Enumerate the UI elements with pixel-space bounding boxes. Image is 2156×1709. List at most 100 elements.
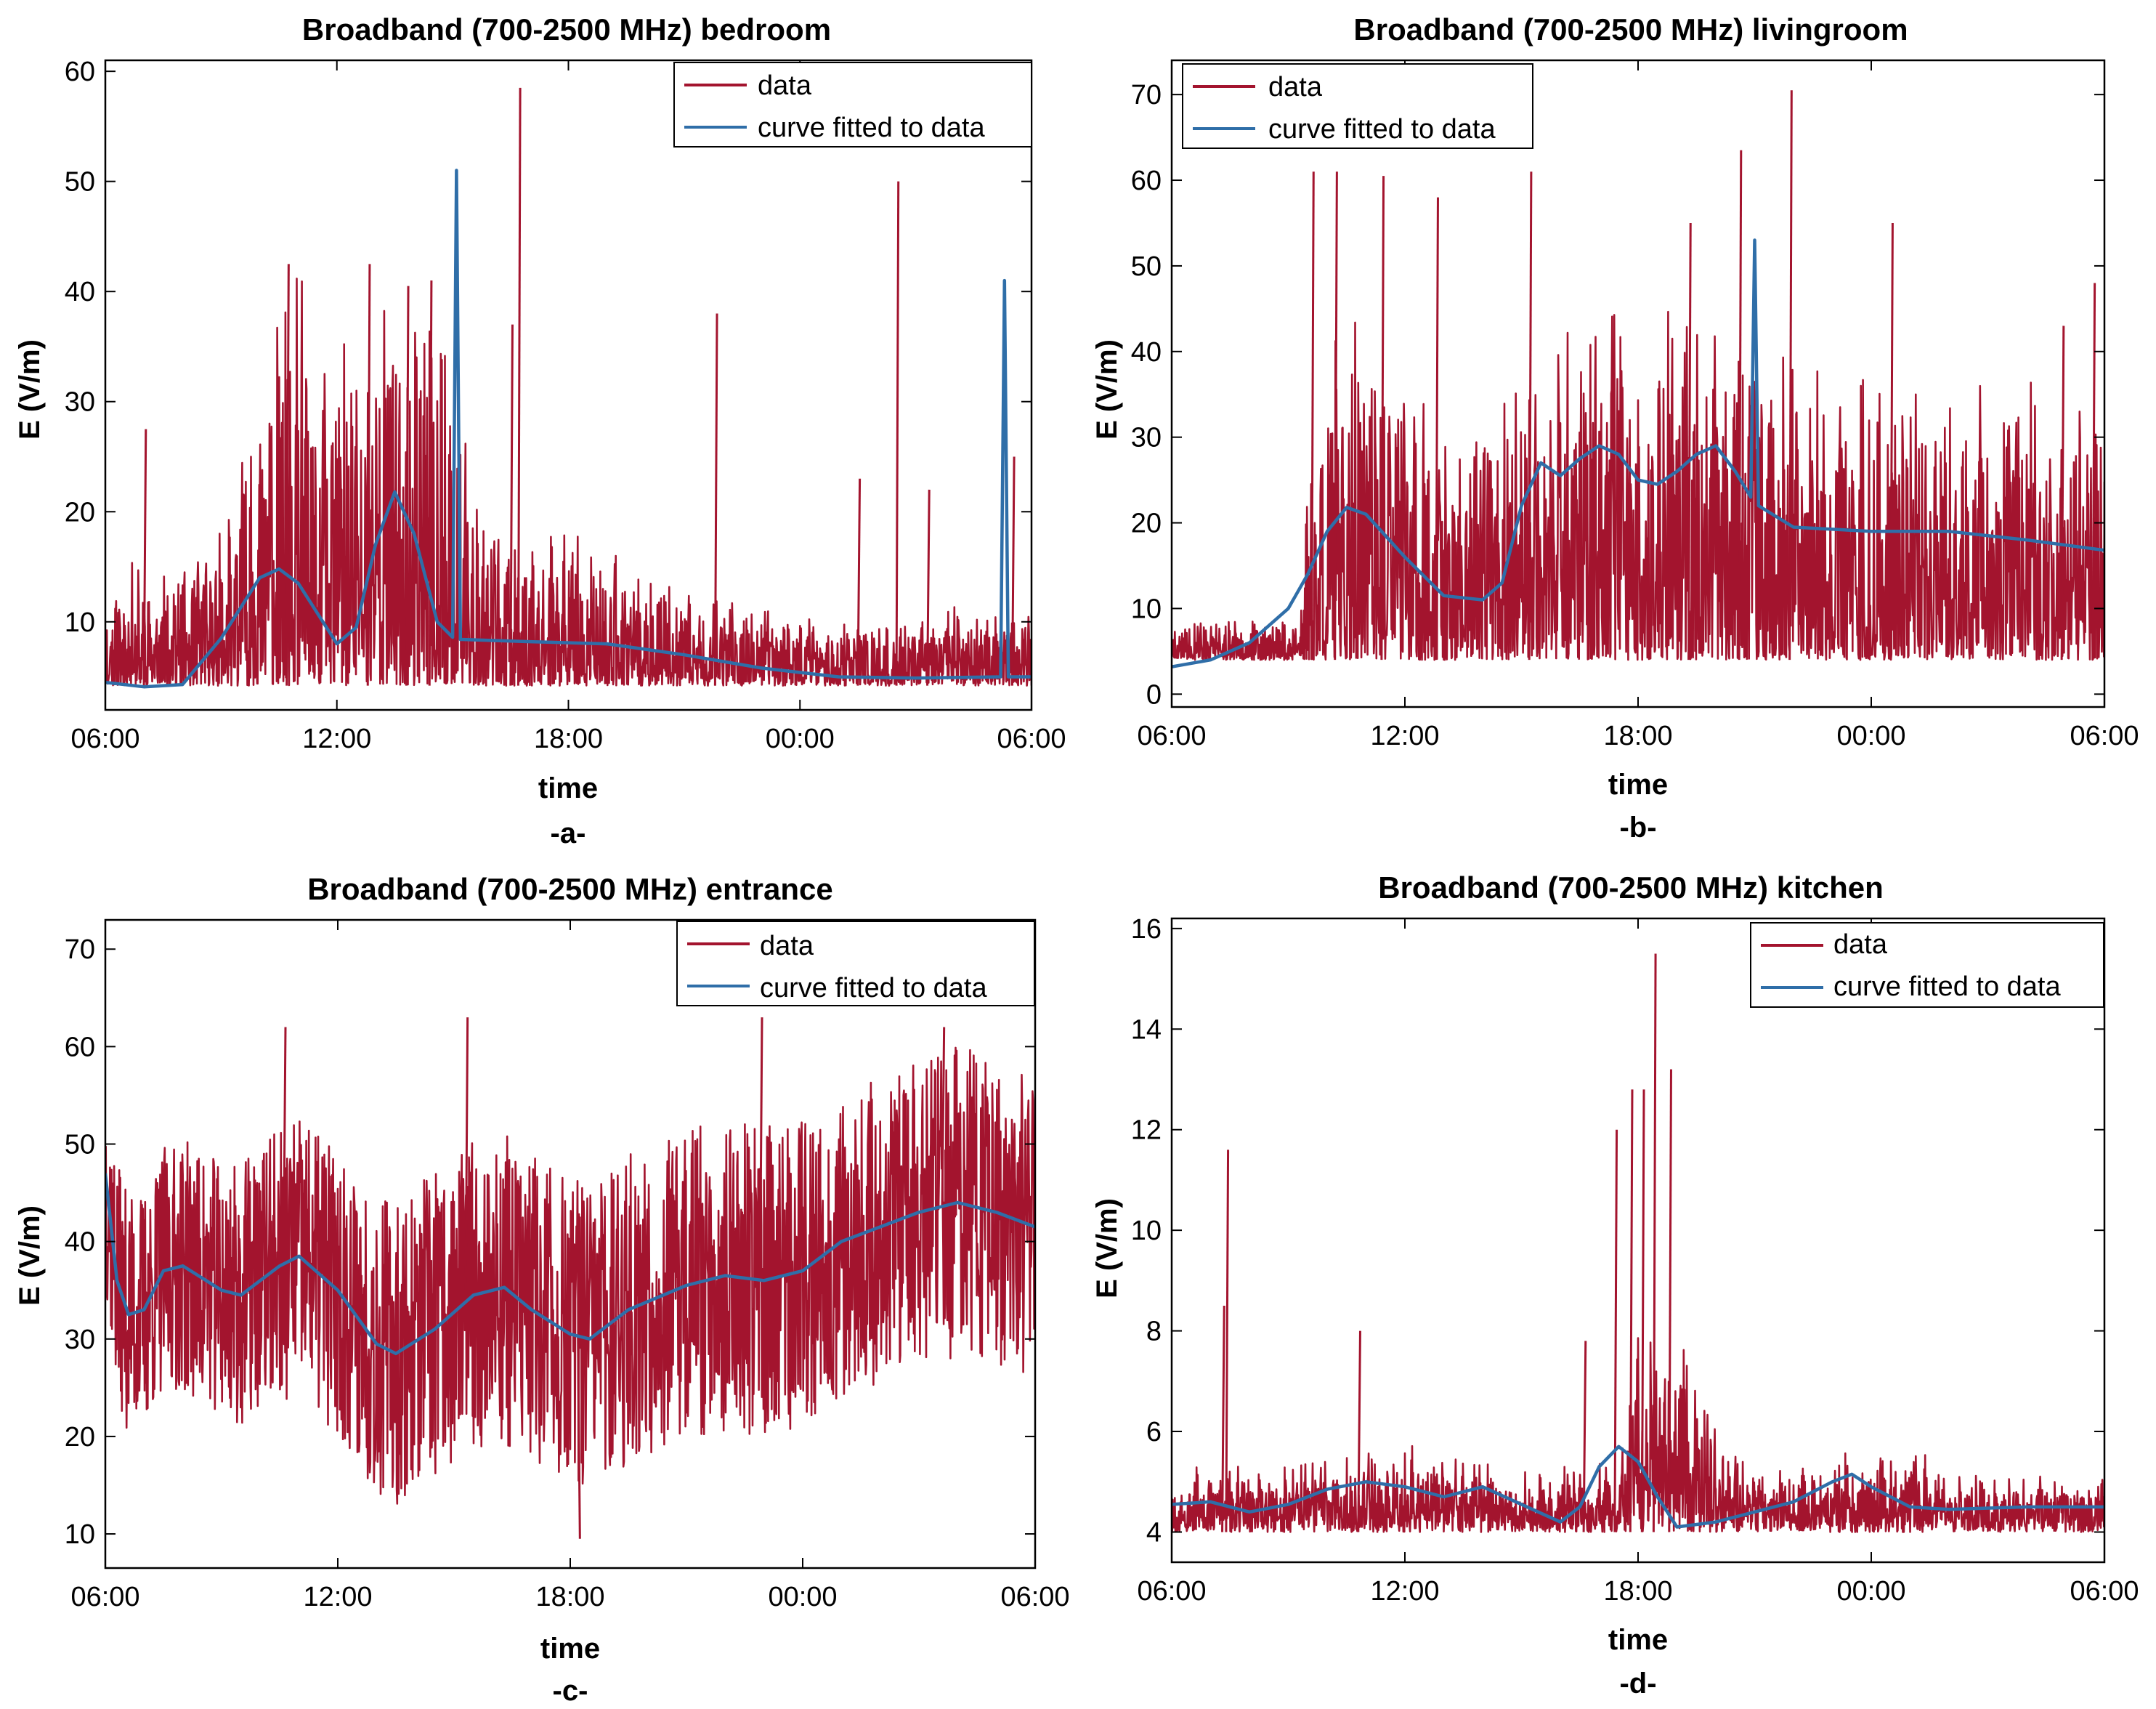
data-spike (516, 87, 522, 686)
fit-curve-line (1172, 238, 2104, 668)
x-tick-label: 06:00 (1137, 1576, 1206, 1607)
data-spike (758, 1017, 763, 1280)
x-axis-label: time (540, 1633, 600, 1665)
y-tick-label: 50 (65, 167, 95, 198)
data-spike (713, 313, 718, 686)
data-series-line (1172, 310, 2104, 661)
x-tick-label: 06:00 (2070, 721, 2139, 751)
x-tick-label: 12:00 (302, 724, 371, 754)
plot-area: 10 20 30 40 50 60 06:00 12:00 18:00 00:00 06:00 (65, 57, 1066, 754)
data-spike (1380, 176, 1385, 660)
y-tick-label: 30 (65, 387, 95, 418)
y-tick-label: 16 (1131, 914, 1162, 945)
data-spike (856, 478, 862, 686)
data-spike (366, 264, 371, 686)
x-tick-label: 00:00 (1836, 1576, 1905, 1607)
y-tick-label: 14 (1131, 1014, 1162, 1045)
data-spike (1687, 222, 1692, 660)
x-axis-label: time (538, 772, 598, 804)
y-tick-label: 20 (65, 497, 95, 528)
legend-box (1182, 63, 1533, 149)
x-tick-label: 12:00 (1370, 721, 1439, 751)
y-tick-label: 60 (65, 1032, 95, 1062)
y-tick-label: 60 (1131, 166, 1162, 196)
data-spike (1788, 90, 1793, 660)
x-tick-label: 06:00 (70, 724, 139, 754)
x-tick-label: 06:00 (2070, 1576, 2139, 1607)
x-axis-label: time (1608, 769, 1668, 801)
legend-label-fit: curve fitted to data (760, 973, 987, 1003)
data-spike (1668, 1069, 1672, 1532)
data-spike (1310, 171, 1315, 660)
fit-curve-line (105, 1173, 1035, 1356)
data-spike (1334, 171, 1338, 660)
x-tick-label: 12:00 (303, 1582, 372, 1612)
data-series-line (105, 1046, 1035, 1505)
y-tick-label: 10 (65, 1519, 95, 1550)
data-spike (1435, 197, 1439, 660)
data-spike (941, 1027, 946, 1207)
data-spike (1889, 222, 1894, 660)
data-series-line (1172, 1337, 2104, 1533)
data-series-line (105, 278, 1032, 687)
y-tick-label: 10 (65, 607, 95, 638)
data-spike (1613, 1129, 1618, 1532)
x-tick-label: 06:00 (1000, 1582, 1069, 1612)
y-tick-label: 40 (1131, 337, 1162, 368)
x-tick-label: 18:00 (534, 724, 603, 754)
y-tick-label: 12 (1131, 1115, 1162, 1146)
data-spike (1225, 1150, 1230, 1532)
data-spike (1738, 150, 1743, 660)
panel-sublabel: -d- (1619, 1668, 1656, 1700)
data-spike (1221, 1305, 1225, 1532)
x-tick-label: 06:00 (1137, 721, 1206, 751)
panel-a: Broadband (700-2500 MHz) bedroom time E … (14, 12, 1066, 849)
legend-box (673, 62, 1032, 148)
plot-area: 0 10 20 30 40 50 60 70 06:00 12:00 18:00 00:00 06:00 (1131, 59, 2139, 751)
y-tick-label: 60 (65, 57, 95, 87)
data-spike (926, 489, 931, 686)
data-spike (142, 429, 147, 686)
panel-sublabel: -b- (1619, 812, 1656, 844)
y-tick-label: 30 (1131, 423, 1162, 453)
y-tick-label: 10 (1131, 1216, 1162, 1246)
y-axis-label: E (V/m) (1091, 1198, 1123, 1298)
panel-c: Broadband (700-2500 MHz) entrance time E… (14, 872, 1070, 1707)
data-spike (1010, 456, 1016, 686)
legend: data curve fitted to data (1182, 63, 1533, 149)
chart-title: Broadband (700-2500 MHz) livingroom (1353, 12, 1908, 47)
legend-label-data: data (1833, 929, 1888, 960)
legend-label-data: data (758, 70, 812, 101)
x-tick-label: 06:00 (997, 724, 1066, 754)
chart-title: Broadband (700-2500 MHz) entrance (307, 872, 833, 906)
x-tick-label: 06:00 (70, 1582, 139, 1612)
legend: data curve fitted to data (676, 921, 1035, 1006)
data-spike (1629, 1089, 1634, 1532)
legend-label-fit: curve fitted to data (758, 113, 985, 143)
legend-box (1750, 922, 2104, 1008)
x-tick-label: 00:00 (1836, 721, 1905, 751)
panel-sublabel: -a- (551, 817, 586, 849)
plot-area: 4 6 8 10 12 14 16 06:00 12:00 18:00 00:00 06:00 (1131, 914, 2139, 1607)
fit-curve-line (1172, 1445, 2104, 1529)
x-tick-label: 12:00 (1370, 1576, 1439, 1607)
legend-label-fit: curve fitted to data (1833, 971, 2061, 1002)
x-tick-label: 18:00 (535, 1582, 604, 1612)
data-spike (2060, 326, 2065, 660)
x-tick-label: 00:00 (768, 1582, 837, 1612)
x-tick-label: 00:00 (766, 724, 835, 754)
legend: data curve fitted to data (673, 62, 1032, 148)
y-axis-label: E (V/m) (14, 339, 46, 440)
y-tick-label: 70 (1131, 80, 1162, 110)
y-tick-label: 70 (65, 934, 95, 965)
plot-area: 10 20 30 40 50 60 70 06:00 12:00 18:00 00:00 06:00 (65, 918, 1070, 1612)
legend-label-data: data (1268, 72, 1323, 102)
data-spike (1357, 1330, 1361, 1532)
y-tick-label: 8 (1146, 1317, 1162, 1347)
x-axis-label: time (1608, 1624, 1668, 1656)
x-tick-label: 18:00 (1603, 1576, 1672, 1607)
data-spike (509, 324, 514, 686)
data-spike (895, 181, 900, 686)
y-tick-label: 0 (1146, 679, 1162, 710)
data-spike (1640, 1089, 1645, 1532)
